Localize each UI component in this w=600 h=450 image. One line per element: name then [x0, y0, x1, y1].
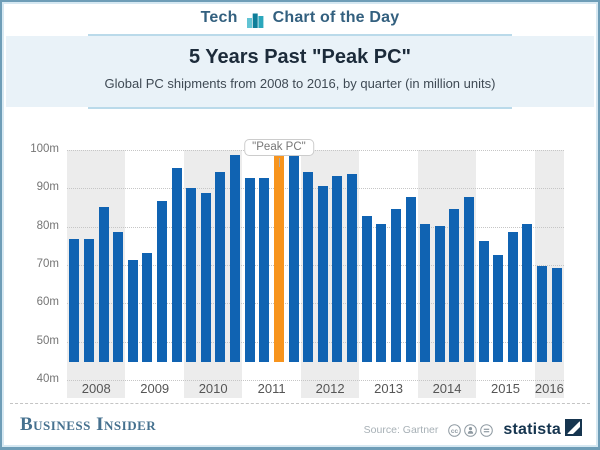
- y-axis-label-70m: 70m: [36, 258, 59, 270]
- x-axis-label-2014: 2014: [432, 381, 462, 396]
- bar-2012-Q2: [317, 185, 328, 362]
- bar-2013-Q4: [405, 197, 416, 362]
- x-axis-label-2009: 2009: [140, 381, 170, 396]
- bar-2016-Q1: [537, 266, 548, 362]
- bar-2010-Q1: [186, 187, 197, 362]
- x-axis-label-2013: 2013: [374, 381, 404, 396]
- license-icons: cc: [448, 423, 494, 437]
- separator-line-bottom: [88, 107, 512, 109]
- bar-2012-Q1: [303, 172, 314, 362]
- bar-2014-Q3: [449, 208, 460, 362]
- bar-2015-Q3: [507, 231, 518, 362]
- header-category: Tech: [200, 9, 238, 26]
- y-axis-label-80m: 80m: [36, 219, 59, 232]
- header-title: Chart of the Day: [272, 9, 400, 26]
- footer-separator: [10, 403, 590, 404]
- bar-2008-Q1: [69, 239, 80, 362]
- x-axis-label-2015: 2015: [491, 381, 520, 396]
- bar-2016-Q2: [551, 268, 562, 362]
- bar-2008-Q4: [113, 231, 124, 362]
- bar-2015-Q2: [493, 254, 504, 362]
- bar-2009-Q1: [127, 260, 138, 362]
- header: Tech Chart of the Day: [2, 9, 598, 28]
- bar-2014-Q2: [434, 225, 445, 362]
- bar-2009-Q2: [142, 252, 153, 362]
- bar-2011-Q1: [244, 178, 255, 362]
- bar-2008-Q3: [98, 206, 109, 362]
- x-axis-label-2012: 2012: [315, 381, 345, 396]
- bar-2011-Q2: [259, 178, 270, 362]
- title-block: 5 Years Past "Peak PC" Global PC shipmen…: [6, 36, 594, 107]
- cc-icon: cc: [448, 423, 462, 437]
- bar-2009-Q4: [171, 168, 182, 362]
- gridline-40m: [67, 380, 564, 381]
- x-axis-label-2008: 2008: [81, 381, 111, 396]
- tooltip-connector-line: [278, 158, 280, 168]
- bar-2009-Q3: [157, 201, 167, 362]
- bar-chart-icon: [246, 11, 264, 28]
- y-axis-label-60m: 60m: [36, 296, 59, 309]
- bar-2015-Q4: [522, 224, 533, 362]
- gridline-70m: [67, 265, 564, 266]
- gridline-80m: [67, 226, 564, 228]
- statista-logo-icon: [565, 419, 582, 441]
- bar-2008-Q2: [83, 239, 94, 362]
- bar-2012-Q3: [332, 176, 343, 362]
- bar-2015-Q1: [478, 241, 489, 362]
- attribution-person-icon: [464, 423, 478, 437]
- statista-wordmark: statista: [503, 421, 561, 438]
- business-insider-logo: Business Insider: [20, 414, 157, 435]
- y-axis-label-40m: 40m: [36, 373, 59, 385]
- bar-2014-Q1: [420, 224, 431, 362]
- bar-2010-Q4: [230, 155, 241, 362]
- footer-right: Source: Gartner cc: [364, 419, 582, 441]
- bar-2013-Q3: [390, 208, 401, 362]
- x-axis-label-2011: 2011: [257, 381, 286, 396]
- bar-2012-Q4: [347, 174, 358, 362]
- bar-2010-Q3: [215, 172, 226, 362]
- statista-logo: statista: [503, 419, 582, 441]
- y-axis-label-50m: 50m: [36, 334, 59, 347]
- x-axis-label-2010: 2010: [198, 381, 228, 396]
- gridline-90m: [67, 188, 564, 190]
- bar-2013-Q2: [376, 224, 387, 362]
- bar-2011-Q4: [288, 151, 299, 362]
- peak-pc-tooltip: "Peak PC": [244, 139, 314, 156]
- bar-2010-Q2: [200, 193, 211, 362]
- source-label: Source: Gartner: [363, 424, 439, 436]
- y-axis-label-90m: 90m: [36, 181, 59, 194]
- x-axis-label-2016: 2016: [534, 381, 564, 396]
- y-axis-label-100m: 100m: [30, 143, 59, 155]
- no-derivatives-icon: [480, 423, 494, 437]
- plot-area: 2008 2009 2010 2011 2012 2013 2014 2015 2016 40m 5…: [30, 139, 564, 398]
- bar-2014-Q4: [463, 197, 474, 362]
- svg-text:cc: cc: [451, 428, 459, 435]
- chart-title: 5 Years Past "Peak PC": [188, 46, 412, 68]
- separator-line-top: [88, 34, 512, 36]
- bar-2013-Q1: [361, 216, 372, 362]
- gridline-50m: [67, 341, 564, 343]
- gridline-100m: [67, 150, 564, 151]
- gridline-60m: [67, 303, 564, 305]
- peak-bar-2011-Q3: [273, 149, 284, 362]
- chart-subtitle: Global PC shipments from 2008 to 2016, b…: [104, 76, 496, 91]
